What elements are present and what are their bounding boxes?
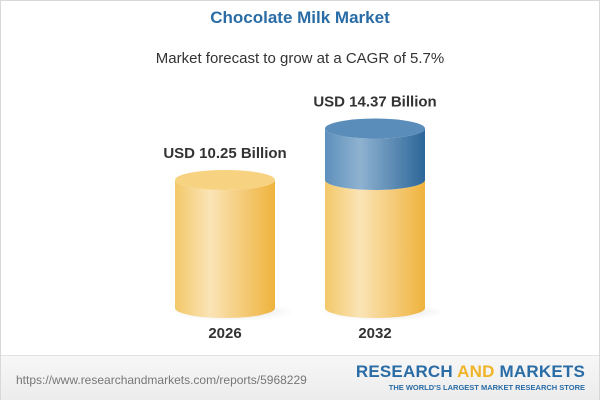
logo-word-markets: MARKETS [494,362,585,381]
chart-subtitle: Market forecast to grow at a CAGR of 5.7… [155,50,445,67]
logo-tagline: THE WORLD'S LARGEST MARKET RESEARCH STOR… [388,383,585,392]
cylinder-base-2026 [175,179,275,318]
cylinder-top-2032 [325,118,425,139]
category-label: 2032 [358,325,391,342]
footer: https://www.researchandmarkets.com/repor… [1,355,599,400]
data-label: USD 14.37 Billion [313,94,436,111]
research-and-markets-logo: RESEARCH AND MARKETS THE WORLD'S LARGEST… [356,362,585,392]
cylinder-top-2026 [175,169,275,190]
data-label: USD 10.25 Billion [163,145,286,162]
logo-word-and: AND [457,362,495,381]
category-label: 2026 [208,325,241,342]
chart-title: Chocolate Milk Market [210,8,390,27]
logo-word-research: RESEARCH [355,362,458,381]
cylinder-base-2032 [325,179,425,318]
cylinder-chart: USD 10.25 Billion 2026 USD 14.37 Billion 20… [163,94,445,342]
cylinder-growth-2032 [325,128,425,190]
report-url[interactable]: https://www.researchandmarkets.com/repor… [16,373,307,387]
